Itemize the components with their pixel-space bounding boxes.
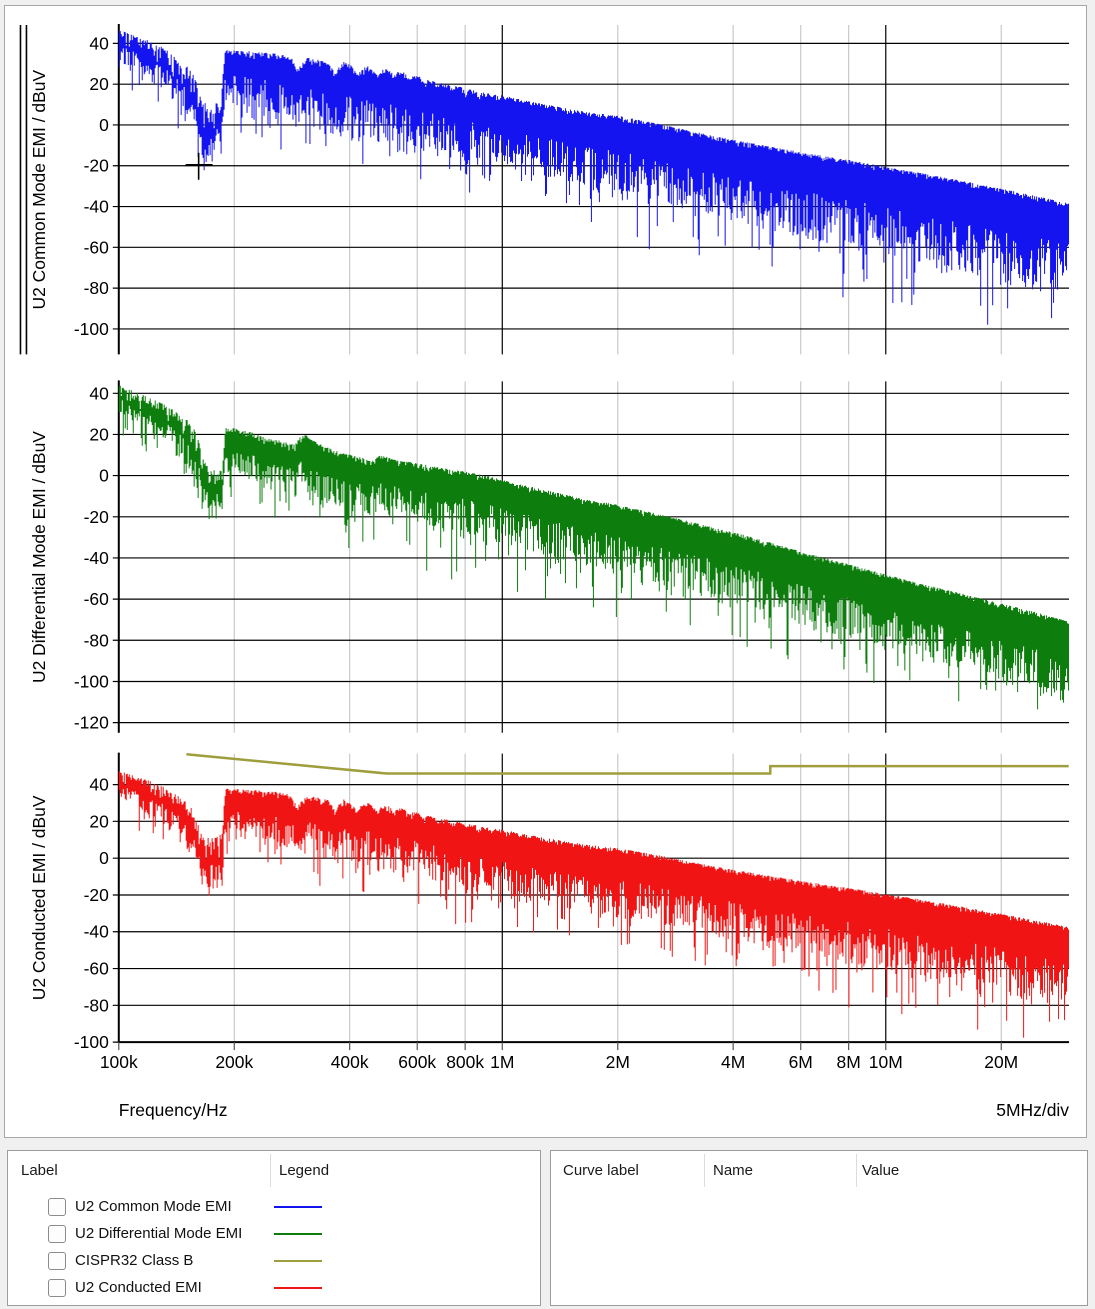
curve-label[interactable]: U2 Conducted EMI xyxy=(75,1279,202,1296)
plot-u2-common-mode-emi: 40 20 0 -20 -40 -60 -80 -100 U2 Common Mode EMI … xyxy=(29,24,1070,355)
y-tick-label: 0 xyxy=(99,466,109,486)
y-tick-label: 40 xyxy=(89,33,109,53)
y-tick-label: -80 xyxy=(84,278,110,298)
y-tick-label: -100 xyxy=(74,319,109,339)
curve-color-swatch xyxy=(274,1233,322,1235)
column-divider xyxy=(856,1154,857,1187)
curve-label-column-header: Curve label xyxy=(563,1162,639,1179)
emi-charts: 40 20 0 -20 -40 -60 -80 -100 U2 Common Mode EMI … xyxy=(19,24,1070,1120)
x-tick-label: 10M xyxy=(869,1052,903,1072)
y-tick-label: -60 xyxy=(84,959,110,979)
y-tick-label: 40 xyxy=(89,383,109,403)
trace-u2-differential-mode-emi[interactable] xyxy=(118,385,1070,710)
curve-visibility-checkbox[interactable] xyxy=(48,1251,66,1270)
x-tick-label: 1M xyxy=(490,1052,514,1072)
x-tick-label: 4M xyxy=(721,1052,745,1072)
curve-label[interactable]: U2 Common Mode EMI xyxy=(75,1198,232,1215)
x-tick-label: 800k xyxy=(446,1052,484,1072)
y-tick-label: -20 xyxy=(84,885,110,905)
value-column-header: Value xyxy=(862,1162,900,1179)
column-divider xyxy=(270,1154,271,1187)
x-axis-title: Frequency/Hz xyxy=(119,1100,228,1120)
x-tick-label: 6M xyxy=(789,1052,813,1072)
y-tick-label: -40 xyxy=(84,922,110,942)
legend-panel: Label Legend U2 Common Mode EMI U2 Differ… xyxy=(7,1150,541,1306)
curve-visibility-checkbox[interactable] xyxy=(48,1278,66,1297)
y-tick-label: -100 xyxy=(74,671,109,691)
y-tick-label: -80 xyxy=(84,630,110,650)
name-column-header: Name xyxy=(713,1162,754,1179)
x-tick-label: 2M xyxy=(606,1052,630,1072)
legend-row: U2 Conducted EMI xyxy=(8,1274,540,1301)
y-tick-label: -40 xyxy=(84,197,110,217)
x-tick-label: 200k xyxy=(215,1052,253,1072)
x-tick-label: 600k xyxy=(398,1052,436,1072)
x-tick-label: 20M xyxy=(984,1052,1018,1072)
y-tick-label: -100 xyxy=(74,1032,109,1052)
curve-visibility-checkbox[interactable] xyxy=(48,1197,66,1216)
legend-row: CISPR32 Class B xyxy=(8,1247,540,1274)
curve-visibility-checkbox[interactable] xyxy=(48,1224,66,1243)
y-axis-title: U2 Common Mode EMI / dBuV xyxy=(29,70,49,310)
curve-label[interactable]: U2 Differential Mode EMI xyxy=(75,1225,243,1242)
values-panel-header: Curve label Name Value xyxy=(551,1151,1087,1189)
curve-color-swatch xyxy=(274,1287,322,1289)
chart-panel: 40 20 0 -20 -40 -60 -80 -100 U2 Common Mode EMI … xyxy=(4,5,1087,1138)
y-tick-label: 20 xyxy=(89,424,109,444)
y-tick-label: 0 xyxy=(99,115,109,135)
plot-u2-differential-mode-emi: 40 20 0 -20 -40 -60 -80 -100 -120 U2 Differential… xyxy=(29,380,1070,733)
curve-values-panel: Curve label Name Value xyxy=(550,1150,1088,1306)
y-tick-label: 20 xyxy=(89,74,109,94)
trace-u2-common-mode-emi[interactable] xyxy=(118,30,1070,325)
curve-label[interactable]: CISPR32 Class B xyxy=(75,1252,194,1269)
column-divider xyxy=(704,1154,705,1187)
y-tick-label: -80 xyxy=(84,995,110,1015)
y-tick-label: 20 xyxy=(89,811,109,831)
y-tick-label: -60 xyxy=(84,589,110,609)
label-column-header: Label xyxy=(21,1162,58,1179)
trace-u2-conducted-emi[interactable] xyxy=(118,771,1070,1038)
legend-row: U2 Common Mode EMI xyxy=(8,1193,540,1220)
legend-rows: U2 Common Mode EMI U2 Differential Mode E… xyxy=(8,1193,540,1301)
legend-column-header: Legend xyxy=(279,1162,330,1179)
y-axis-title: U2 Conducted EMI / dBuV xyxy=(29,795,49,1000)
limit-line-cispr32-class-b[interactable] xyxy=(186,753,1069,775)
legend-row: U2 Differential Mode EMI xyxy=(8,1220,540,1247)
y-tick-label: -120 xyxy=(74,713,109,733)
legend-panel-header: Label Legend xyxy=(8,1151,540,1189)
y-axis-title: U2 Differential Mode EMI / dBuV xyxy=(29,431,49,683)
y-tick-label: 0 xyxy=(99,848,109,868)
y-tick-label: -20 xyxy=(84,156,110,176)
x-axis-scale-label: 5MHz/div xyxy=(996,1100,1069,1120)
x-tick-label: 8M xyxy=(837,1052,861,1072)
plot-u2-conducted-emi: 40 20 0 -20 -40 -60 -80 -100 U2 Conducted EMI / … xyxy=(29,752,1070,1052)
y-tick-label: -60 xyxy=(84,237,110,257)
x-tick-label: 400k xyxy=(331,1052,369,1072)
x-tick-label: 100k xyxy=(100,1052,138,1072)
y-tick-label: 40 xyxy=(89,775,109,795)
curve-color-swatch xyxy=(274,1206,322,1208)
y-tick-label: -20 xyxy=(84,507,110,527)
y-tick-label: -40 xyxy=(84,548,110,568)
curve-color-swatch xyxy=(274,1260,322,1262)
